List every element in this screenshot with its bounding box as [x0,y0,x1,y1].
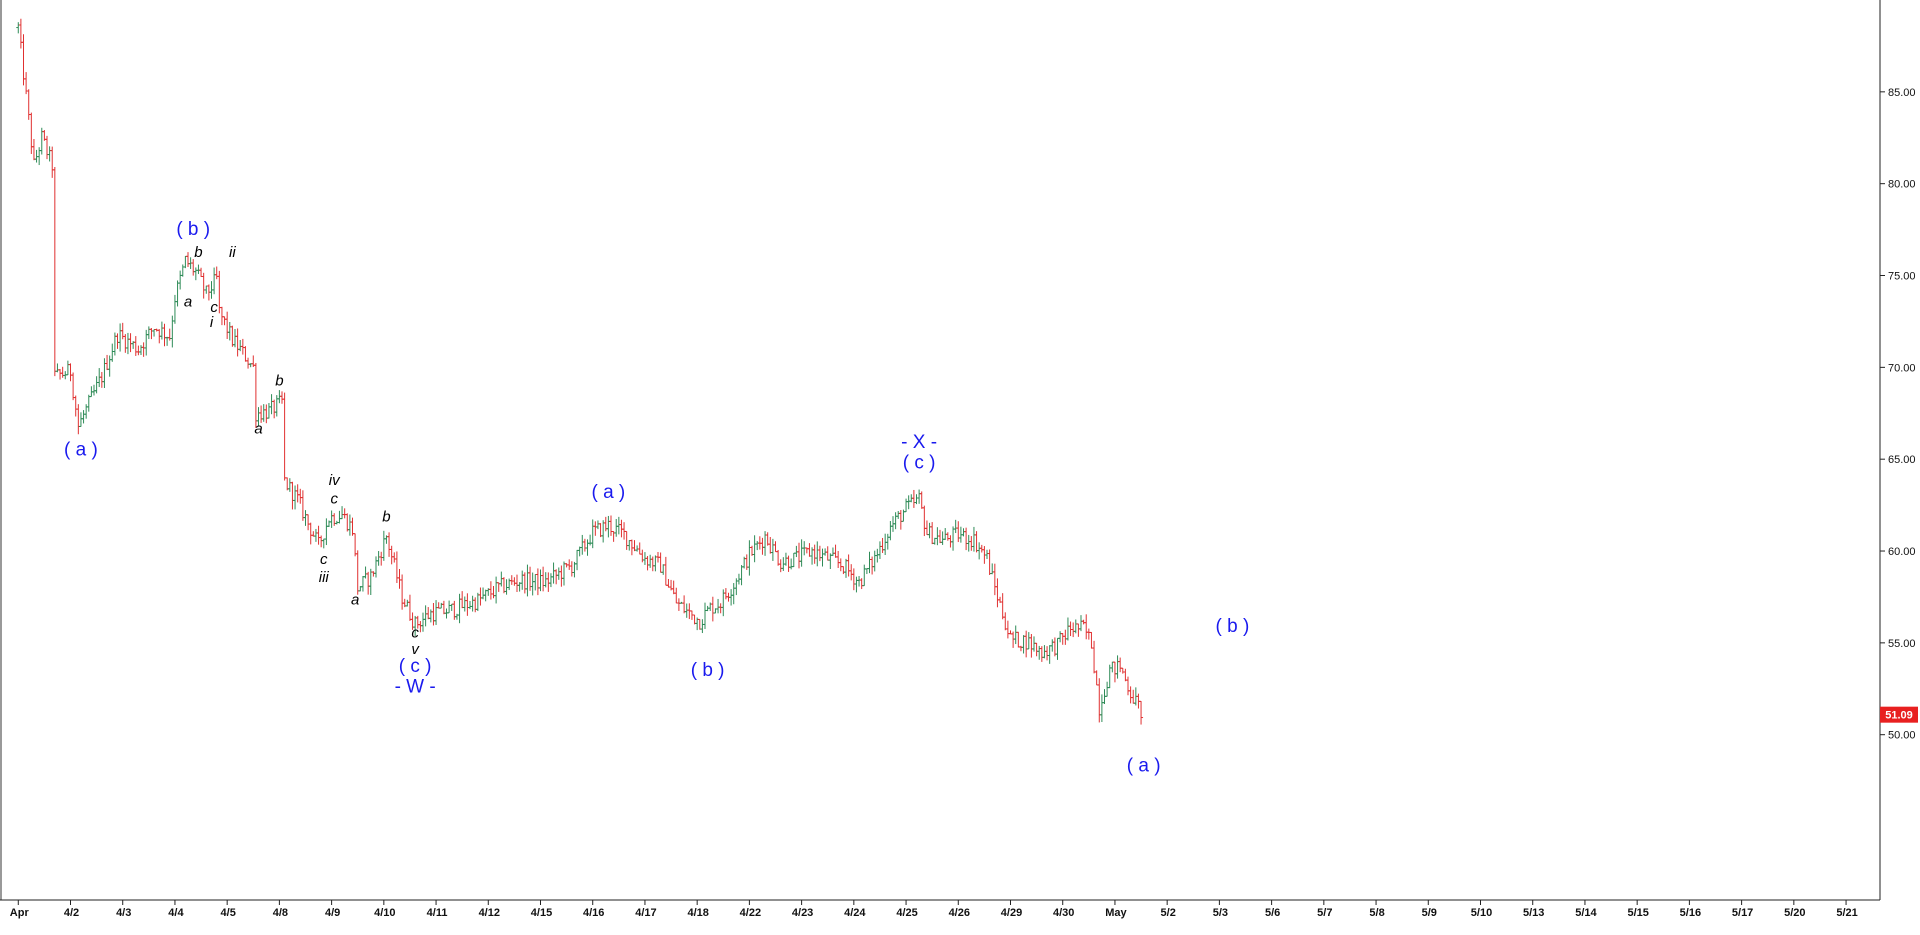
wave-label: ( b ) [176,219,210,240]
x-tick-label: 4/26 [949,907,970,919]
wave-label: - X - [901,432,937,453]
x-tick-label: 5/15 [1627,907,1648,919]
wave-label: v [411,641,420,658]
x-tick-label: 4/8 [273,907,288,919]
x-tick-label: 5/9 [1422,907,1437,919]
wave-label: ( a ) [591,482,625,503]
x-tick-label: 5/13 [1523,907,1544,919]
x-tick-label: 4/17 [635,907,656,919]
wave-label: c [330,490,338,507]
wave-label: c [210,299,218,316]
x-tick-label: 4/22 [740,907,761,919]
x-tick-label: 4/2 [64,907,79,919]
y-tick-label: 85.00 [1888,87,1916,99]
x-tick-label: 4/30 [1053,907,1074,919]
price-candles [16,18,1144,725]
y-tick-label: 80.00 [1888,179,1916,191]
y-tick-label: 70.00 [1888,362,1916,374]
wave-label: ( b ) [1216,616,1250,637]
wave-label: - W - [395,676,436,697]
x-tick-label: 4/3 [116,907,131,919]
x-tick-label: 5/6 [1265,907,1280,919]
x-tick-label: Apr [10,907,30,919]
last-price-tag: 51.09 [1880,706,1918,723]
wave-label: i [210,314,214,331]
x-tick-label: 4/24 [844,907,866,919]
x-tick-label: May [1105,907,1127,919]
y-tick-label: 75.00 [1888,271,1916,283]
wave-label: b [194,244,202,261]
wave-label: ( c ) [399,656,432,677]
x-tick-label: 4/23 [792,907,813,919]
y-tick-label: 65.00 [1888,454,1916,466]
x-tick-label: 5/14 [1575,907,1597,919]
wave-label: iv [329,472,341,489]
x-tick-label: 4/18 [687,907,708,919]
x-tick-label: 5/17 [1732,907,1753,919]
wave-label: a [184,294,192,311]
x-tick-label: 4/29 [1001,907,1022,919]
last-price-value: 51.09 [1885,710,1913,722]
y-tick-label: 55.00 [1888,638,1916,650]
x-tick-label: 5/7 [1317,907,1332,919]
wave-label: a [351,591,359,608]
x-tick-label: 5/21 [1836,907,1857,919]
x-tick-label: 4/10 [374,907,395,919]
wave-label: c [411,624,419,641]
wave-label: ( a ) [1127,755,1161,776]
x-tick-label: 5/2 [1161,907,1176,919]
x-tick-label: 5/10 [1471,907,1492,919]
x-tick-label: 5/16 [1680,907,1701,919]
wave-label: ( c ) [903,452,936,473]
x-tick-label: 5/20 [1784,907,1805,919]
x-tick-label: 4/16 [583,907,604,919]
wave-label: ( b ) [691,660,725,681]
wave-label: ii [229,244,236,261]
wave-label: ( a ) [64,440,98,461]
x-tick-label: 4/15 [531,907,552,919]
wave-label: b [382,509,390,526]
y-tick-label: 60.00 [1888,546,1916,558]
wave-label: b [275,373,283,390]
wave-label: c [320,551,328,568]
x-tick-label: 4/9 [325,907,340,919]
x-tick-label: 4/11 [427,907,448,919]
x-tick-label: 4/5 [221,907,236,919]
x-tick-label: 5/3 [1213,907,1228,919]
x-tick-label: 5/8 [1369,907,1384,919]
x-tick-label: 4/4 [168,907,184,919]
y-tick-label: 50.00 [1888,730,1916,742]
x-tick-label: 4/25 [896,907,917,919]
x-tick-label: 4/12 [479,907,500,919]
last-price-badge [1880,706,1918,723]
wave-label: a [254,420,262,437]
wave-label: iii [319,569,330,586]
